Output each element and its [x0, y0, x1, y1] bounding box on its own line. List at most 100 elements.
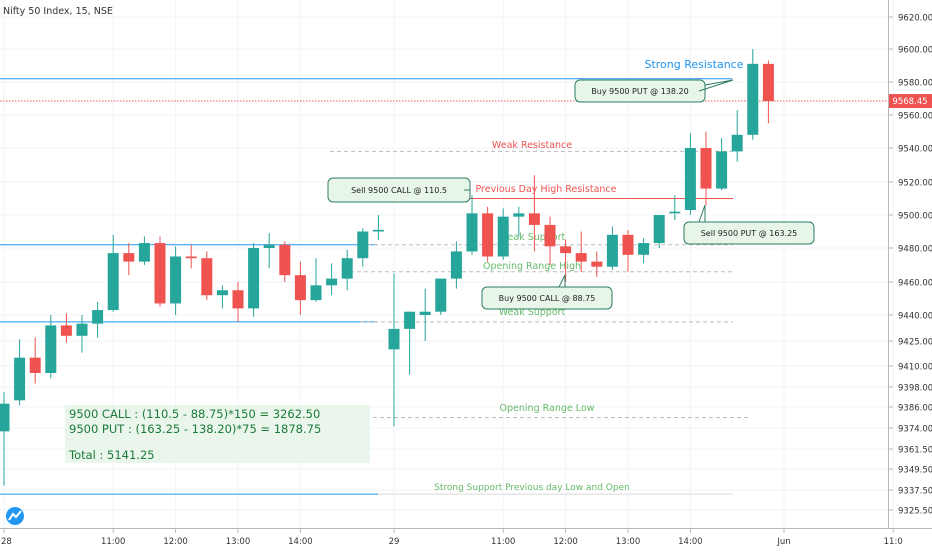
candle-body — [216, 290, 228, 296]
y-tick-label: 9560.00 — [898, 112, 932, 122]
candles — [0, 49, 774, 486]
level-label: Previous Day High Resistance — [476, 184, 617, 195]
summary-background — [65, 405, 370, 463]
candle-body — [45, 325, 57, 373]
candle-body — [575, 253, 587, 262]
callout-pointer — [464, 184, 471, 191]
callout-text: Buy 9500 PUT @ 138.20 — [591, 87, 688, 96]
candle-body — [388, 328, 400, 350]
candle-body — [372, 229, 384, 232]
callout-pointer — [698, 79, 734, 92]
y-tick-label: 9425.00 — [898, 338, 932, 348]
callout-text: Sell 9500 PUT @ 163.25 — [701, 229, 798, 238]
level-label: Weak Support — [499, 307, 566, 318]
candle-body — [123, 253, 135, 262]
price-tag-label: 9568.45 — [892, 97, 927, 107]
y-tick-label: 9361.50 — [898, 446, 932, 456]
candle-body — [170, 256, 182, 304]
candle-body — [482, 213, 494, 257]
summary-box: 9500 CALL : (110.5 - 88.75)*150 = 3262.5… — [65, 405, 370, 463]
summary-line: 9500 PUT : (163.25 - 138.20)*75 = 1878.7… — [69, 422, 321, 436]
candle-body — [731, 134, 743, 152]
candle-body — [638, 243, 650, 255]
x-tick-label: 12:00 — [553, 537, 578, 547]
y-tick-label: 9398.00 — [898, 384, 932, 394]
y-tick-label: 9600.00 — [898, 46, 932, 56]
last-price-tag: 9568.45 — [889, 94, 932, 109]
candle-body — [185, 256, 197, 259]
x-tick-label: 14:00 — [678, 537, 703, 547]
candle-body — [466, 213, 478, 252]
callout-box — [574, 79, 706, 103]
level-label: Strong Support Previous day Low and Open — [434, 483, 630, 493]
x-tick-label: 13:00 — [616, 537, 641, 547]
candle-body — [653, 215, 665, 244]
y-tick-label: 9460.00 — [898, 279, 932, 289]
candle-body — [622, 234, 634, 255]
y-tick-label: 9349.50 — [898, 466, 932, 476]
level-label: Opening Range High — [483, 261, 581, 272]
callout-text: Buy 9500 CALL @ 88.75 — [499, 294, 596, 303]
callouts: Buy 9500 PUT @ 138.20 Sell 9500 CALL @ 11… — [327, 79, 815, 310]
candle-body — [497, 216, 509, 257]
callout-pointer — [558, 274, 566, 288]
y-tick-label: 9520.00 — [898, 179, 932, 189]
x-tick-label: 28 — [1, 537, 12, 547]
y-tick-label: 9337.50 — [898, 487, 932, 497]
summary-line: 9500 CALL : (110.5 - 88.75)*150 = 3262.5… — [69, 407, 320, 421]
y-tick-label: 9500.00 — [898, 212, 932, 222]
summary-line: Total : 5141.25 — [68, 448, 155, 462]
symbol-title: Nifty 50 Index, 15, NSE — [3, 6, 113, 17]
y-tick-label: 9410.00 — [898, 363, 932, 373]
candle-body — [279, 244, 291, 276]
candle-body — [0, 403, 10, 432]
candle-body — [92, 310, 104, 324]
candle-body — [591, 261, 603, 267]
candle-body — [669, 211, 681, 214]
y-tick-label: 9374.00 — [898, 425, 932, 435]
candle-body — [404, 311, 416, 329]
y-tick-label: 9580.00 — [898, 79, 932, 89]
x-axis-ticks: 28 11:00 12:00 13:00 14:00 29 11:00 12:00 13:00 1… — [1, 528, 903, 547]
y-axis-ticks: 9620.00 9600.00 9580.00 9560.00 9540.00 9520.… — [888, 14, 932, 517]
candle-body — [528, 213, 540, 225]
x-tick-label: 11:00 — [101, 537, 126, 547]
candle-body — [138, 243, 150, 262]
callout-pointer — [698, 204, 706, 223]
callout-box — [683, 221, 815, 245]
candle-body — [606, 234, 618, 267]
y-tick-label: 9325.50 — [898, 507, 932, 517]
x-tick-label: 14:00 — [288, 537, 313, 547]
y-tick-label: 9386.00 — [898, 404, 932, 414]
candle-body — [435, 278, 447, 312]
candle-body — [76, 323, 88, 336]
tradingview-logo-icon[interactable] — [6, 507, 24, 525]
candle-body — [232, 290, 244, 309]
y-tick-label: 9480.00 — [898, 245, 932, 255]
candle-body — [29, 357, 41, 373]
candle-body — [248, 248, 260, 309]
price-tag-background — [889, 94, 932, 109]
callout-text: Sell 9500 CALL @ 110.5 — [351, 186, 447, 195]
level-label: Opening Range Low — [500, 403, 595, 414]
candle-body — [513, 213, 525, 217]
candle-body — [310, 285, 322, 301]
candle-body — [326, 278, 338, 286]
x-tick-label: 12:00 — [163, 537, 188, 547]
levels: Strong Resistance Weak Resistance Previous… — [0, 58, 888, 495]
level-label: Strong Resistance — [644, 58, 743, 71]
y-tick-label: 9620.00 — [898, 14, 932, 24]
candle-body — [201, 258, 213, 296]
level-label: Weak Resistance — [492, 140, 572, 151]
x-tick-label: 11:00 — [491, 537, 516, 547]
candle-body — [560, 246, 572, 254]
candle-body — [716, 151, 728, 189]
x-tick-label: 13:00 — [226, 537, 251, 547]
candle-body — [684, 148, 696, 211]
x-tick-label: Jun — [776, 537, 790, 547]
x-tick-label: 11:0 — [884, 537, 903, 547]
candle-body — [263, 244, 275, 248]
y-tick-label: 9540.00 — [898, 145, 932, 155]
